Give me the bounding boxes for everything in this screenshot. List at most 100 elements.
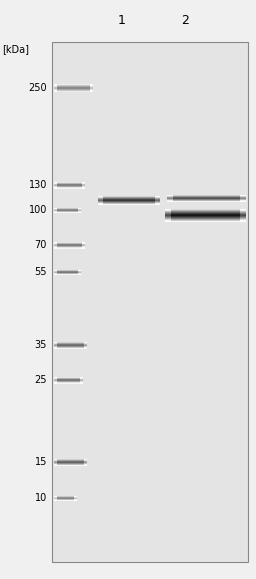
Bar: [167, 199, 173, 200]
Bar: [54, 272, 81, 273]
Bar: [54, 210, 57, 211]
Bar: [155, 201, 160, 202]
Bar: [80, 379, 83, 380]
Bar: [98, 196, 103, 197]
Bar: [54, 462, 87, 463]
Bar: [54, 90, 93, 91]
Bar: [54, 464, 87, 465]
Bar: [84, 460, 87, 461]
Bar: [54, 342, 57, 343]
Bar: [54, 272, 57, 273]
Bar: [167, 201, 246, 202]
Bar: [54, 346, 57, 347]
Bar: [54, 344, 87, 345]
Text: 25: 25: [35, 375, 47, 385]
Bar: [165, 214, 172, 215]
Bar: [98, 197, 160, 198]
Bar: [84, 343, 87, 345]
Bar: [54, 185, 85, 186]
Bar: [98, 203, 160, 204]
Bar: [155, 202, 160, 203]
Bar: [54, 242, 85, 243]
Bar: [54, 210, 81, 211]
Bar: [54, 379, 83, 380]
Bar: [165, 212, 246, 213]
Bar: [78, 273, 81, 274]
Bar: [240, 213, 246, 214]
Text: [kDa]: [kDa]: [2, 44, 29, 54]
Bar: [54, 244, 85, 245]
Bar: [54, 208, 57, 209]
Bar: [54, 378, 57, 379]
Bar: [240, 216, 246, 217]
Bar: [165, 220, 172, 221]
Bar: [54, 242, 57, 243]
Bar: [98, 199, 160, 200]
Bar: [54, 211, 81, 212]
Bar: [78, 272, 81, 273]
Bar: [54, 460, 87, 461]
Text: 55: 55: [35, 267, 47, 277]
Bar: [98, 201, 160, 202]
Bar: [165, 209, 172, 210]
Bar: [90, 90, 93, 91]
Bar: [73, 499, 77, 500]
Bar: [54, 348, 87, 349]
Bar: [82, 186, 85, 187]
Bar: [82, 246, 85, 247]
Bar: [54, 461, 57, 462]
Bar: [240, 215, 246, 217]
Bar: [167, 196, 173, 197]
Bar: [165, 218, 246, 219]
Bar: [98, 202, 160, 203]
Bar: [54, 380, 83, 381]
Bar: [155, 203, 160, 204]
Bar: [167, 200, 173, 201]
Bar: [82, 183, 85, 184]
Bar: [167, 201, 173, 202]
Bar: [54, 378, 57, 379]
Bar: [167, 198, 246, 199]
Bar: [165, 216, 172, 217]
Bar: [54, 496, 77, 497]
Bar: [54, 381, 83, 382]
Bar: [54, 346, 57, 347]
Bar: [165, 210, 172, 211]
Bar: [54, 497, 57, 499]
Bar: [84, 346, 87, 347]
Bar: [54, 184, 57, 185]
Bar: [165, 214, 246, 215]
Bar: [78, 269, 81, 270]
Bar: [54, 270, 57, 271]
Bar: [54, 498, 57, 499]
Bar: [240, 213, 246, 214]
Bar: [54, 209, 81, 210]
Bar: [165, 210, 172, 211]
Bar: [167, 196, 246, 197]
Bar: [54, 89, 57, 90]
Bar: [84, 462, 87, 463]
Bar: [240, 216, 246, 217]
Bar: [98, 201, 103, 202]
Bar: [165, 218, 246, 219]
Bar: [54, 273, 81, 274]
Bar: [240, 196, 246, 197]
Bar: [82, 245, 85, 246]
Bar: [54, 497, 77, 498]
Bar: [167, 198, 246, 199]
Bar: [167, 197, 246, 198]
Bar: [54, 344, 57, 345]
Bar: [54, 270, 81, 271]
Bar: [54, 382, 83, 383]
Bar: [240, 212, 246, 213]
Bar: [73, 498, 77, 499]
Bar: [82, 188, 85, 189]
Bar: [54, 87, 57, 88]
Bar: [54, 89, 57, 90]
Bar: [165, 216, 246, 217]
Bar: [54, 246, 85, 247]
Bar: [54, 91, 93, 93]
Bar: [165, 211, 172, 212]
Bar: [84, 342, 87, 343]
Bar: [155, 203, 160, 204]
